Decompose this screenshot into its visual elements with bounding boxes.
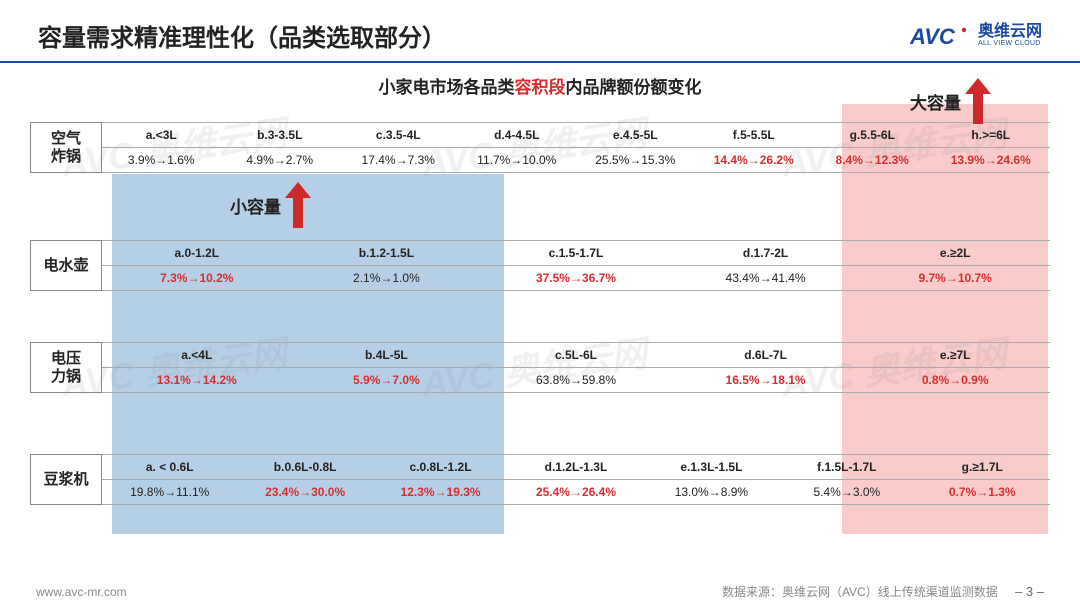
chart-area: 小容量 大容量 空气炸锅a.<3Lb.3-3.5Lc.3.5-4Ld.4-4.5… [30, 104, 1050, 534]
col-header: b.0.6L-0.8L [237, 455, 372, 479]
data-row: 空气炸锅a.<3Lb.3-3.5Lc.3.5-4Ld.4-4.5Le.4.5-5… [30, 122, 1050, 173]
cell-value: 13.0%→8.9% [644, 480, 779, 504]
avc-logo-icon: AVC [910, 22, 972, 50]
col-header: c.5L-6L [481, 343, 671, 367]
col-header: g.5.5-6L [813, 123, 932, 147]
data-row: 电水壶a.0-1.2Lb.1.2-1.5Lc.1.5-1.7Ld.1.7-2Le… [30, 240, 1050, 291]
cell-value: 3.9%→1.6% [102, 148, 221, 172]
row-label: 电水壶 [30, 240, 102, 291]
col-header: e.1.3L-1.5L [644, 455, 779, 479]
data-row: 豆浆机a. < 0.6Lb.0.6L-0.8Lc.0.8L-1.2Ld.1.2L… [30, 454, 1050, 505]
col-header: e.4.5-5L [576, 123, 695, 147]
col-header: c.0.8L-1.2L [373, 455, 508, 479]
col-header: f.1.5L-1.7L [779, 455, 914, 479]
cell-value: 5.9%→7.0% [292, 368, 482, 392]
svg-text:AVC: AVC [910, 24, 956, 49]
subtitle-right: 内品牌额份额变化 [566, 78, 702, 97]
cell-value: 5.4%→3.0% [779, 480, 914, 504]
cell-value: 0.8%→0.9% [860, 368, 1050, 392]
header: 容量需求精准理性化（品类选取部分） AVC 奥维云网 ALL VIEW CLOU… [0, 0, 1080, 63]
cell-value: 7.3%→10.2% [102, 266, 292, 290]
arrow-up-icon [285, 182, 311, 228]
col-header: g.≥1.7L [915, 455, 1050, 479]
cell-value: 13.1%→14.2% [102, 368, 292, 392]
footer-source: 数据来源：奥维云网（AVC）线上传统渠道监测数据 [722, 585, 998, 599]
row-label: 空气炸锅 [30, 122, 102, 173]
footer: www.avc-mr.com 数据来源：奥维云网（AVC）线上传统渠道监测数据 … [0, 583, 1080, 600]
cell-value: 12.3%→19.3% [373, 480, 508, 504]
col-header: a.<3L [102, 123, 221, 147]
logo-cn: 奥维云网 [978, 24, 1042, 41]
cell-value: 37.5%→36.7% [481, 266, 671, 290]
cell-value: 23.4%→30.0% [237, 480, 372, 504]
cell-value: 14.4%→26.2% [695, 148, 814, 172]
col-header: d.1.7-2L [671, 241, 861, 265]
logo-text-block: 奥维云网 ALL VIEW CLOUD [978, 24, 1042, 48]
col-header: a. < 0.6L [102, 455, 237, 479]
large-capacity-label: 大容量 [910, 78, 991, 124]
cell-value: 19.8%→11.1% [102, 480, 237, 504]
col-header: b.1.2-1.5L [292, 241, 482, 265]
col-header: a.<4L [102, 343, 292, 367]
row-label: 电压力锅 [30, 342, 102, 393]
cell-value: 2.1%→1.0% [292, 266, 482, 290]
row-body: a. < 0.6Lb.0.6L-0.8Lc.0.8L-1.2Ld.1.2L-1.… [102, 454, 1050, 505]
cell-value: 0.7%→1.3% [915, 480, 1050, 504]
cell-value: 25.5%→15.3% [576, 148, 695, 172]
subtitle-highlight: 容积段 [515, 78, 566, 97]
cell-value: 8.4%→12.3% [813, 148, 932, 172]
subtitle-left: 小家电市场各品类 [379, 78, 515, 97]
cell-value: 4.9%→2.7% [221, 148, 340, 172]
cell-value: 16.5%→18.1% [671, 368, 861, 392]
footer-right: 数据来源：奥维云网（AVC）线上传统渠道监测数据 – 3 – [722, 583, 1044, 600]
small-capacity-label: 小容量 [230, 182, 311, 228]
row-body: a.<3Lb.3-3.5Lc.3.5-4Ld.4-4.5Le.4.5-5Lf.5… [102, 122, 1050, 173]
row-body: a.<4Lb.4L-5Lc.5L-6Ld.6L-7Le.≥7L 13.1%→14.… [102, 342, 1050, 393]
page-number: – 3 – [1015, 584, 1044, 599]
data-row: 电压力锅a.<4Lb.4L-5Lc.5L-6Ld.6L-7Le.≥7L 13.1%… [30, 342, 1050, 393]
logo: AVC 奥维云网 ALL VIEW CLOUD [910, 22, 1042, 50]
col-header: f.5-5.5L [695, 123, 814, 147]
col-header: b.4L-5L [292, 343, 482, 367]
page-title: 容量需求精准理性化（品类选取部分） [38, 18, 446, 53]
cell-value: 11.7%→10.0% [458, 148, 577, 172]
cell-value: 13.9%→24.6% [932, 148, 1051, 172]
col-header: e.≥7L [860, 343, 1050, 367]
row-body: a.0-1.2Lb.1.2-1.5Lc.1.5-1.7Ld.1.7-2Le.≥2… [102, 240, 1050, 291]
row-label: 豆浆机 [30, 454, 102, 505]
cell-value: 17.4%→7.3% [339, 148, 458, 172]
cell-value: 43.4%→41.4% [671, 266, 861, 290]
col-header: c.3.5-4L [339, 123, 458, 147]
col-header: d.6L-7L [671, 343, 861, 367]
col-header: d.1.2L-1.3L [508, 455, 643, 479]
arrow-up-icon [965, 78, 991, 124]
cell-value: 9.7%→10.7% [860, 266, 1050, 290]
col-header: e.≥2L [860, 241, 1050, 265]
col-header: a.0-1.2L [102, 241, 292, 265]
logo-en: ALL VIEW CLOUD [978, 40, 1042, 47]
col-header: b.3-3.5L [221, 123, 340, 147]
cell-value: 63.8%→59.8% [481, 368, 671, 392]
footer-url: www.avc-mr.com [36, 585, 127, 599]
cell-value: 25.4%→26.4% [508, 480, 643, 504]
col-header: h.>=6L [932, 123, 1051, 147]
col-header: d.4-4.5L [458, 123, 577, 147]
col-header: c.1.5-1.7L [481, 241, 671, 265]
